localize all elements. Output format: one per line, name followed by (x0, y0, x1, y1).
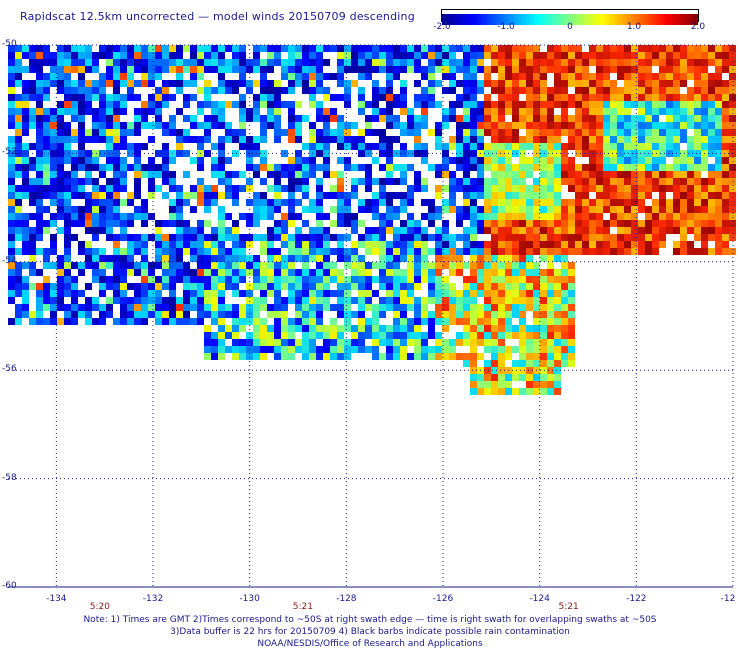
note-line-2: 3)Data buffer is 22 hrs for 20150709 4) … (170, 627, 570, 637)
latitude-label: -56 (2, 364, 17, 375)
wind-difference-cells (8, 45, 736, 395)
colorbar-gradient (442, 14, 698, 25)
latitude-label: -50 (2, 39, 17, 49)
latitude-label: -60 (2, 581, 17, 591)
colorbar-tick-label: 0 (567, 22, 573, 32)
colorbar-tick-label: -2.0 (433, 22, 451, 32)
latitude-label: -52 (2, 147, 17, 158)
longitude-label: -134 (46, 594, 67, 604)
longitude-label: -128 (336, 594, 357, 604)
colorbar-tick-label: 2.0 (690, 22, 706, 32)
longitude-label: -132 (142, 594, 164, 604)
longitude-label: -126 (432, 594, 454, 604)
swath-time-label: 5:21 (558, 602, 579, 612)
longitude-label: -124 (529, 594, 550, 604)
note-line-3: NOAA/NESDIS/Office of Research and Appli… (257, 639, 483, 649)
swath-time-label: 5:21 (292, 602, 313, 612)
colorbar (441, 9, 699, 25)
latitude-label: -58 (2, 472, 17, 483)
swath-time-label: 5:20 (89, 602, 110, 612)
colorbar-tick-label: 1.0 (626, 22, 642, 32)
longitude-label: -122 (626, 594, 647, 604)
map-gridlines (8, 44, 734, 588)
map-title: Rapidscat 12.5km uncorrected — model win… (20, 10, 415, 23)
longitude-label: -12 (720, 594, 736, 604)
note-line-1: Note: 1) Times are GMT 2)Times correspon… (83, 615, 657, 625)
colorbar-tick-label: -1.0 (497, 22, 515, 32)
longitude-label: -130 (239, 594, 260, 604)
latitude-label: -54 (2, 255, 17, 266)
